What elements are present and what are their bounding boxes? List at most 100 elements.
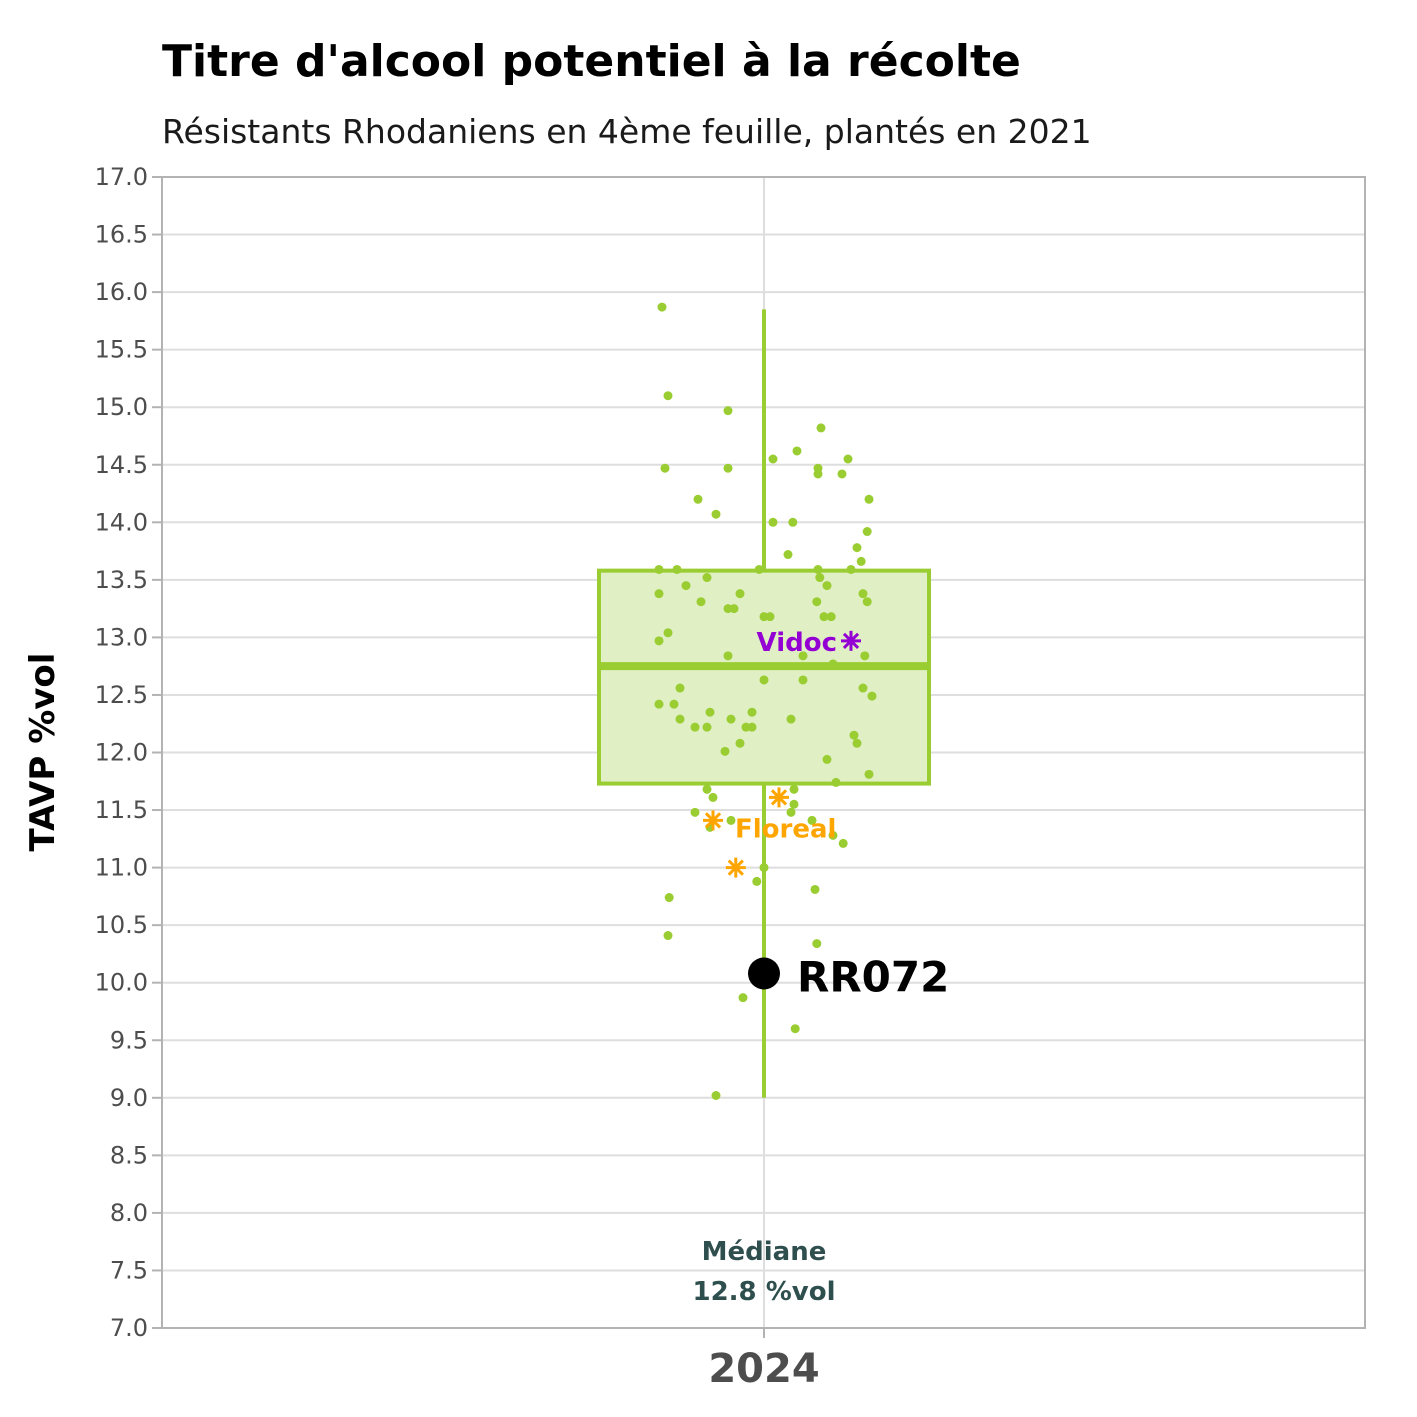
- chart-subtitle: Résistants Rhodaniens en 4ème feuille, p…: [162, 112, 1092, 151]
- data-point: [672, 564, 682, 574]
- data-point: [858, 683, 868, 693]
- data-point: [660, 463, 670, 473]
- y-axis-tick-labels: 7.0 7.5 8.0 8.5 9.0 9.5 10.0 10.5 11.0 11.5 12.0 12…: [95, 163, 148, 1342]
- data-point: [702, 722, 712, 732]
- data-points: [654, 302, 877, 1100]
- highlight-layer: RR072: [748, 952, 949, 1001]
- data-point: [669, 699, 679, 709]
- data-point: [702, 784, 712, 794]
- data-point: [690, 807, 700, 817]
- data-point: [726, 815, 736, 825]
- data-point: [816, 423, 826, 433]
- data-point: [837, 469, 847, 479]
- data-point: [723, 463, 733, 473]
- asterisk-stroke: [842, 632, 860, 649]
- data-point: [828, 659, 838, 669]
- y-tick-label: 10.0: [95, 969, 148, 997]
- data-point: [858, 589, 868, 599]
- data-point: [786, 714, 796, 724]
- data-point: [838, 838, 848, 848]
- data-point: [759, 863, 769, 873]
- data-point: [807, 815, 817, 825]
- data-point: [783, 550, 793, 560]
- data-point: [856, 556, 866, 566]
- data-point: [792, 446, 802, 456]
- data-point: [738, 993, 748, 1003]
- data-point: [693, 494, 703, 504]
- y-tick-label: 8.5: [110, 1141, 148, 1169]
- data-point: [849, 730, 859, 740]
- data-point: [813, 469, 823, 479]
- y-tick-label: 7.0: [110, 1314, 148, 1342]
- variety-label-floreal: Floreal: [735, 814, 836, 844]
- y-tick-label: 16.5: [95, 221, 148, 249]
- data-point: [765, 612, 775, 622]
- data-point: [723, 406, 733, 416]
- data-point: [754, 564, 764, 574]
- data-point: [798, 651, 808, 661]
- data-point: [675, 683, 685, 693]
- y-tick-label: 11.0: [95, 854, 148, 882]
- y-tick-label: 8.0: [110, 1199, 148, 1227]
- highlight-point: [748, 957, 780, 990]
- data-point: [862, 597, 872, 607]
- data-point: [735, 738, 745, 748]
- asterisk-stroke: [770, 789, 788, 806]
- data-point: [812, 939, 822, 949]
- asterisk-stroke: [704, 812, 722, 829]
- data-point: [654, 699, 664, 709]
- y-tick-label: 15.5: [95, 336, 148, 364]
- data-point: [747, 722, 757, 732]
- data-point: [681, 581, 691, 591]
- data-point: [675, 714, 685, 724]
- data-point: [696, 597, 706, 607]
- labeled-varieties: Vidoc Floreal: [703, 628, 861, 878]
- data-point: [810, 884, 820, 894]
- data-point: [812, 597, 822, 607]
- y-tick-label: 14.0: [95, 508, 148, 536]
- asterisk-marker: [703, 810, 723, 831]
- data-point: [690, 722, 700, 732]
- data-point: [759, 675, 769, 685]
- data-point: [862, 527, 872, 537]
- data-point: [663, 931, 673, 941]
- data-point: [768, 454, 778, 464]
- data-point: [708, 792, 718, 802]
- data-point: [843, 454, 853, 464]
- data-point: [723, 651, 733, 661]
- y-tick-label: 12.0: [95, 739, 148, 767]
- data-point: [788, 517, 798, 527]
- data-point: [664, 893, 674, 903]
- y-tick-label: 7.5: [110, 1256, 148, 1284]
- y-tick-label: 11.5: [95, 796, 148, 824]
- data-point: [752, 876, 762, 886]
- data-point: [852, 543, 862, 553]
- chart-title: Titre d'alcool potentiel à la récolte: [162, 36, 1021, 87]
- y-tick-label: 9.0: [110, 1084, 148, 1112]
- y-tick-label: 13.0: [95, 623, 148, 651]
- data-point: [654, 636, 664, 646]
- asterisk-marker: [769, 787, 789, 808]
- data-point: [663, 391, 673, 401]
- data-point: [846, 564, 856, 574]
- data-point: [768, 517, 778, 527]
- data-point: [705, 707, 715, 717]
- data-point: [790, 1024, 800, 1034]
- data-point: [726, 714, 736, 724]
- y-tick-label: 17.0: [95, 163, 148, 191]
- y-tick-label: 14.5: [95, 451, 148, 479]
- plot-panel-border: [161, 176, 1366, 1329]
- data-point: [798, 675, 808, 685]
- data-point: [867, 691, 877, 701]
- data-point: [789, 799, 799, 809]
- y-tick-label: 12.5: [95, 681, 148, 709]
- data-point: [822, 581, 832, 591]
- data-point: [654, 589, 664, 599]
- data-point: [852, 738, 862, 748]
- data-point: [813, 564, 823, 574]
- y-tick-label: 9.5: [110, 1026, 148, 1054]
- data-point: [789, 784, 799, 794]
- data-point: [735, 589, 745, 599]
- data-point: [831, 777, 841, 787]
